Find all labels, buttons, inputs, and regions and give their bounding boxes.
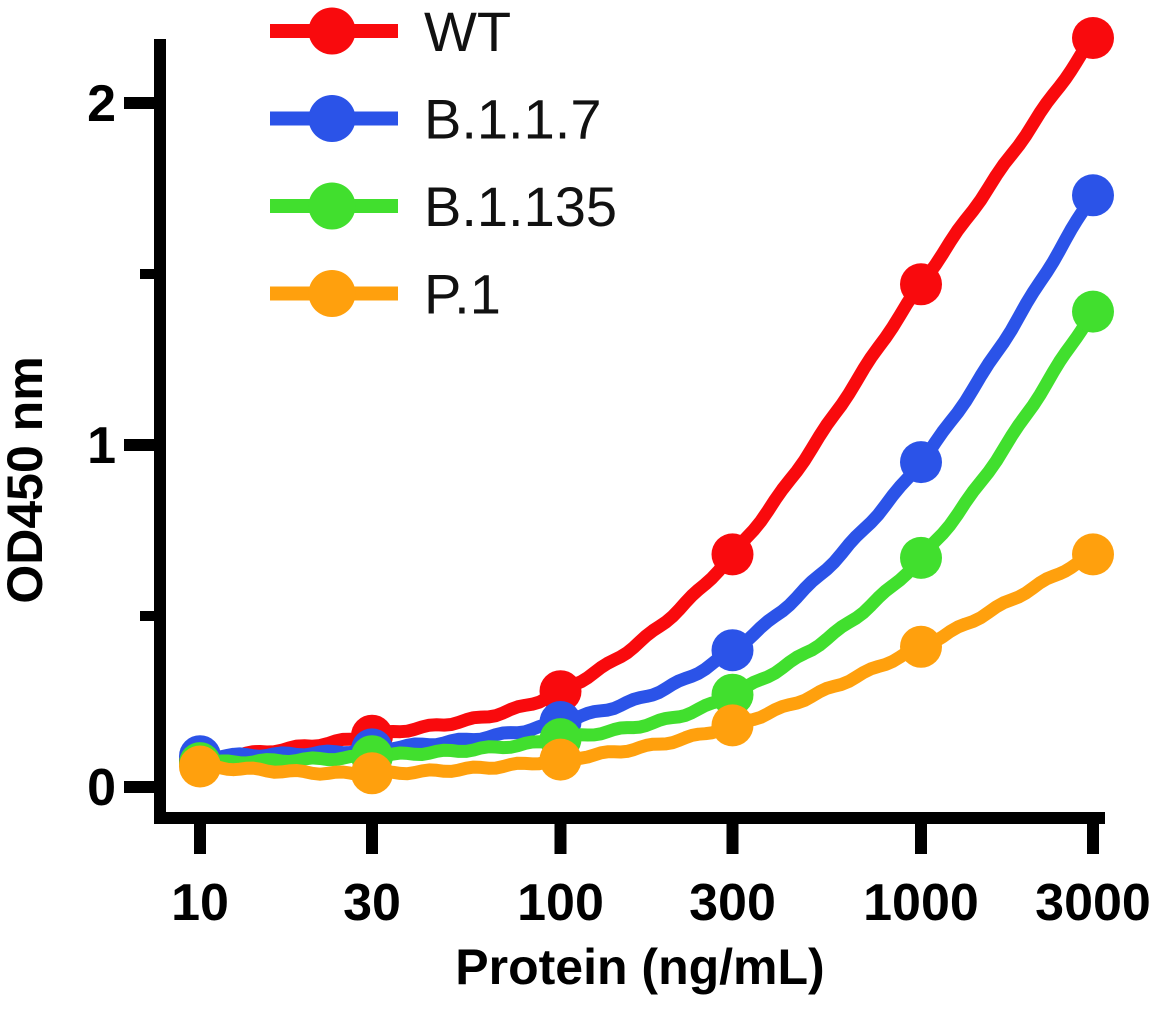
data-point-marker (711, 533, 754, 576)
data-point-marker (539, 670, 582, 713)
data-point-marker (351, 752, 393, 795)
series-B-1-135 (179, 290, 1114, 785)
data-point-marker (711, 704, 754, 747)
legend-label: P.1 (424, 263, 501, 326)
series-line-B-1-135 (193, 305, 1100, 771)
series-line-P-1 (193, 546, 1100, 782)
legend-marker (308, 270, 356, 317)
data-point-marker (900, 625, 942, 668)
legend-entry: WT (270, 0, 511, 63)
x-axis-title: Protein (ng/mL) (455, 939, 824, 995)
legend-entry: B.1.1.7 (270, 88, 601, 151)
legend-label: WT (424, 0, 511, 63)
x-tick-label: 10 (171, 874, 229, 932)
y-tick-label: 0 (87, 759, 116, 817)
data-point-marker (539, 738, 582, 781)
series-P-1 (179, 533, 1114, 795)
series-line-WT (193, 30, 1100, 766)
legend-entry: B.1.135 (270, 175, 617, 238)
axes: 10 30 100 300 1000 3000 0 1 2 (87, 39, 1150, 932)
data-point-marker (1072, 17, 1114, 59)
series-group (179, 17, 1114, 795)
data-point-marker (711, 673, 754, 716)
data-point-marker (900, 441, 942, 484)
y-axis-title: OD450 nm (0, 356, 53, 603)
x-tick-label: 30 (343, 874, 401, 932)
data-point-marker (900, 536, 942, 579)
x-tick-label: 3000 (1035, 874, 1150, 932)
y-tick-label: 1 (87, 417, 116, 475)
legend-label: B.1.135 (424, 175, 617, 238)
legend-label: B.1.1.7 (424, 88, 601, 151)
data-point-marker (1072, 174, 1114, 217)
x-tick-label: 1000 (863, 874, 979, 932)
x-tick-label: 300 (689, 874, 776, 932)
legend: WT B.1.1.7 B.1.135 P.1 (270, 0, 617, 326)
data-point-marker (900, 263, 942, 306)
legend-marker (308, 182, 356, 230)
data-point-marker (179, 745, 221, 788)
data-point-marker (1072, 533, 1114, 576)
data-point-marker (1072, 290, 1114, 333)
x-tick-label: 100 (517, 874, 604, 932)
y-tick-label: 2 (87, 75, 116, 133)
legend-marker (308, 95, 356, 142)
legend-marker (308, 7, 356, 55)
legend-entry: P.1 (270, 263, 501, 326)
data-point-marker (711, 629, 754, 672)
series-B-1-1-7 (179, 174, 1114, 778)
